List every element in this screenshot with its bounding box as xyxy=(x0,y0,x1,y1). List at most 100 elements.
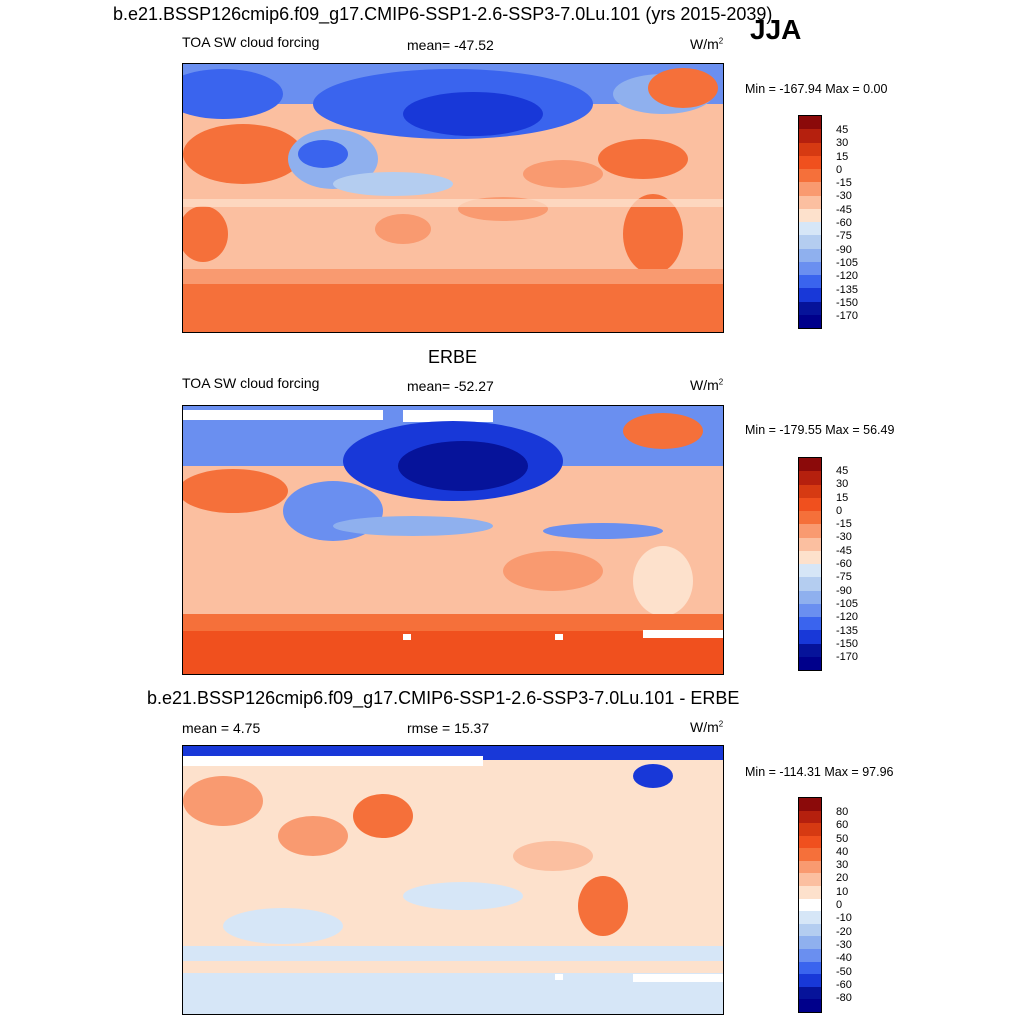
colorbar-swatch xyxy=(799,961,821,975)
colorbar-swatch xyxy=(799,873,821,887)
colorbar-swatch xyxy=(799,524,821,538)
colorbar-tick-label: -40 xyxy=(836,952,852,965)
colorbar-swatch xyxy=(799,986,821,1000)
colorbar-tick-label: -10 xyxy=(836,912,852,925)
colorbar-tick-label: 0 xyxy=(836,163,843,176)
colorbar-tick-label: 10 xyxy=(836,885,849,898)
colorbar-swatch xyxy=(799,590,821,604)
panel3-rmse-label: rmse = 15.37 xyxy=(407,720,490,736)
colorbar-swatch xyxy=(799,630,821,644)
colorbar-swatch xyxy=(799,848,821,861)
panel1-mean-label: mean= -47.52 xyxy=(407,37,494,53)
colorbar-tick-label: -45 xyxy=(836,203,852,216)
colorbar-swatch xyxy=(799,484,821,498)
colorbar-swatch xyxy=(799,886,821,899)
colorbar-swatch xyxy=(799,301,821,315)
panel3-mean-label: mean = 4.75 xyxy=(182,720,261,736)
colorbar-swatch xyxy=(799,142,821,156)
colorbar-swatch xyxy=(799,643,821,657)
colorbar-tick-label: -15 xyxy=(836,177,852,190)
colorbar-swatch xyxy=(799,116,821,130)
colorbar-swatch xyxy=(799,511,821,525)
colorbar-tick-label: 60 xyxy=(836,819,849,832)
panel1-units: W/m2 xyxy=(690,36,724,52)
colorbar-tick-label: -105 xyxy=(836,256,859,269)
colorbar-swatch xyxy=(799,898,821,912)
panel3-map xyxy=(182,745,724,1015)
panel2-map-field xyxy=(183,406,723,674)
colorbar-tick-label: -135 xyxy=(836,624,859,637)
colorbar-swatch xyxy=(799,222,821,236)
panel1-map xyxy=(182,63,724,333)
panel2-variable-label: TOA SW cloud forcing xyxy=(182,375,320,391)
colorbar-tick-label: -60 xyxy=(836,558,852,571)
colorbar-swatch xyxy=(799,129,821,143)
colorbar-swatch xyxy=(799,835,821,849)
colorbar-tick-label: 0 xyxy=(836,504,843,517)
panel2-minmax: Min = -179.55 Max = 56.49 xyxy=(745,423,895,437)
colorbar-tick-label: 30 xyxy=(836,859,849,872)
colorbar-swatch xyxy=(799,497,821,511)
colorbar-tick-label: 50 xyxy=(836,832,849,845)
colorbar-swatch xyxy=(799,550,821,564)
colorbar-tick-label: 40 xyxy=(836,845,849,858)
colorbar-swatch xyxy=(799,798,821,811)
colorbar-tick-label: -120 xyxy=(836,270,859,283)
panel1-colorbar xyxy=(798,115,822,329)
colorbar-tick-label: -50 xyxy=(836,965,852,978)
colorbar-tick-label: -45 xyxy=(836,544,852,557)
colorbar-swatch xyxy=(799,248,821,262)
colorbar-tick-label: -80 xyxy=(836,992,852,1005)
colorbar-swatch xyxy=(799,314,821,328)
panel2-units: W/m2 xyxy=(690,377,724,393)
colorbar-tick-label: -30 xyxy=(836,531,852,544)
colorbar-tick-label: 45 xyxy=(836,465,849,477)
colorbar-tick-label: -60 xyxy=(836,217,852,230)
colorbar-tick-label: -150 xyxy=(836,637,859,650)
colorbar-swatch xyxy=(799,999,821,1012)
colorbar-tick-label: 45 xyxy=(836,124,849,136)
colorbar-swatch xyxy=(799,458,821,472)
colorbar-swatch xyxy=(799,182,821,196)
panel2-mean-label: mean= -52.27 xyxy=(407,378,494,394)
colorbar-tick-label: 30 xyxy=(836,137,849,150)
colorbar-tick-label: -20 xyxy=(836,925,852,938)
colorbar-swatch xyxy=(799,471,821,485)
colorbar-swatch xyxy=(799,261,821,275)
colorbar-swatch xyxy=(799,923,821,937)
panel1-map-field xyxy=(183,64,723,332)
colorbar-tick-label: 30 xyxy=(836,478,849,491)
panel3-minmax: Min = -114.31 Max = 97.96 xyxy=(745,765,894,779)
colorbar-swatch xyxy=(799,155,821,169)
panel3-colorbar-labels: 80 60 50 40 30 20 10 0 -10 -20 -30 -40 -50 -60 -80 xyxy=(836,806,852,1005)
colorbar-tick-label: -170 xyxy=(836,651,859,664)
colorbar-tick-label: -135 xyxy=(836,283,859,296)
colorbar-tick-label: -150 xyxy=(836,296,859,309)
colorbar-tick-label: 80 xyxy=(836,806,849,818)
colorbar-swatch xyxy=(799,948,821,962)
panel1-minmax: Min = -167.94 Max = 0.00 xyxy=(745,82,888,96)
colorbar-tick-label: -60 xyxy=(836,978,852,991)
colorbar-swatch xyxy=(799,911,821,924)
colorbar-tick-label: -105 xyxy=(836,597,859,610)
panel3-title: b.e21.BSSP126cmip6.f09_g17.CMIP6-SSP1-2.… xyxy=(147,688,740,708)
colorbar-tick-label: -15 xyxy=(836,518,852,531)
panel2-colorbar xyxy=(798,457,822,671)
colorbar-tick-label: 15 xyxy=(836,491,849,504)
colorbar-swatch xyxy=(799,936,821,949)
panel2-map xyxy=(182,405,724,675)
main-title: b.e21.BSSP126cmip6.f09_g17.CMIP6-SSP1-2.… xyxy=(113,4,773,24)
colorbar-swatch xyxy=(799,617,821,631)
colorbar-swatch xyxy=(799,235,821,249)
panel1-colorbar-labels: 45 30 15 0 -15 -30 -45 -60 -75 -90 -105 -120 -135 -15… xyxy=(836,124,858,323)
colorbar-swatch xyxy=(799,537,821,551)
colorbar-tick-label: -90 xyxy=(836,584,852,597)
colorbar-swatch xyxy=(799,564,821,578)
panel3-map-field xyxy=(183,746,723,1014)
colorbar-swatch xyxy=(799,275,821,289)
colorbar-tick-label: 0 xyxy=(836,899,843,912)
colorbar-tick-label: -75 xyxy=(836,571,852,584)
colorbar-swatch xyxy=(799,195,821,209)
panel3-units: W/m2 xyxy=(690,719,724,735)
colorbar-swatch xyxy=(799,169,821,183)
